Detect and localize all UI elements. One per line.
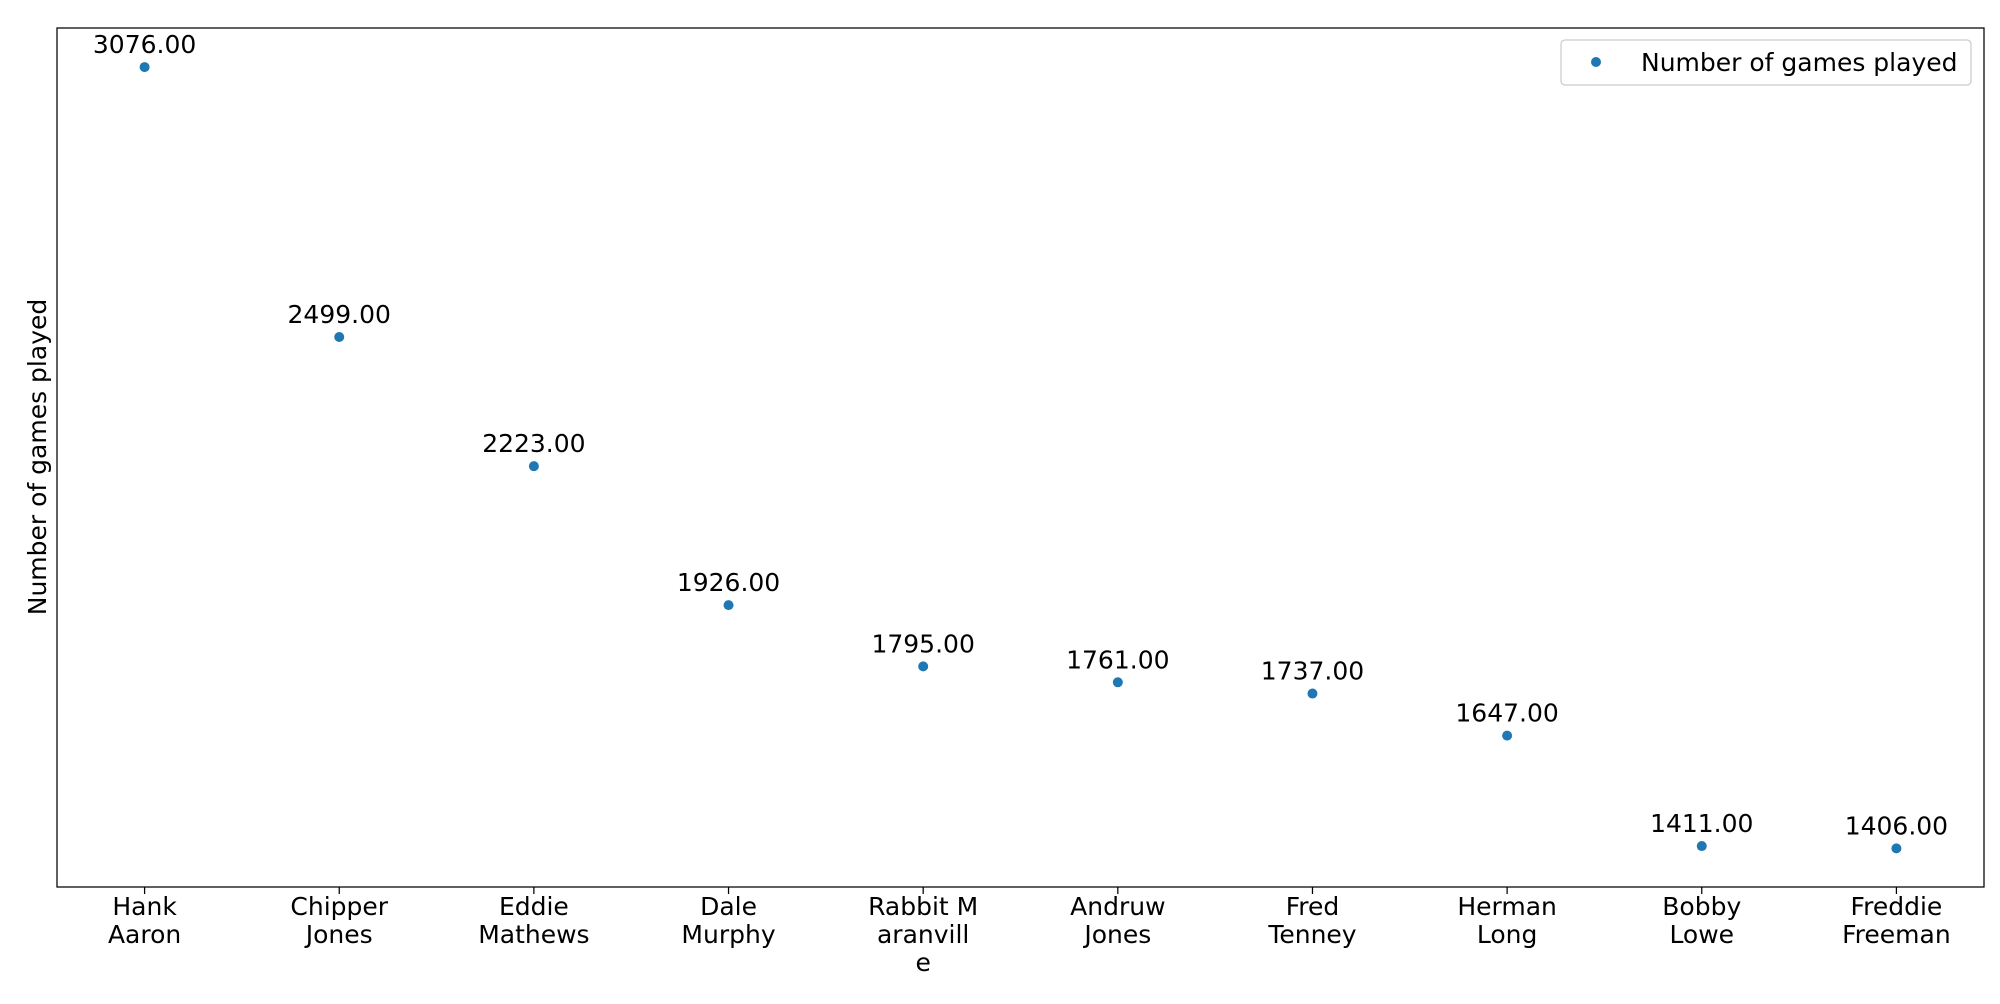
data-point — [723, 600, 734, 611]
x-tick-label: Chipper Jones — [290, 892, 388, 949]
data-point — [918, 661, 929, 672]
data-label: 1795.00 — [871, 629, 974, 658]
x-tick-label: Dale Murphy — [681, 892, 775, 949]
x-tick-label: Bobby Lowe — [1662, 892, 1741, 949]
plot-area-frame — [56, 27, 1985, 888]
x-tick-label: Freddie Freeman — [1842, 892, 1951, 949]
legend-box — [1560, 39, 1972, 86]
data-point — [1502, 730, 1513, 741]
data-point — [528, 461, 539, 472]
y-axis-label: Number of games played — [23, 299, 52, 616]
data-labels-layer: 3076.00 2499.00 2223.00 1926.00 1795.00 1761.… — [93, 30, 1948, 840]
x-tick-layer: Hank Aaron Chipper Jones Eddie Mathews Dale Mur… — [108, 887, 1951, 977]
data-label: 1761.00 — [1066, 645, 1169, 674]
x-tick-label: Eddie Mathews — [478, 892, 589, 949]
data-label: 1926.00 — [677, 568, 780, 597]
data-point — [1112, 677, 1123, 688]
data-label: 1411.00 — [1650, 809, 1753, 838]
x-tick-label: Andruw Jones — [1070, 892, 1165, 949]
x-tick-label: Herman Long — [1457, 892, 1557, 949]
data-label: 3076.00 — [93, 30, 196, 59]
x-tick-label: Hank Aaron — [108, 892, 181, 949]
data-point — [139, 62, 150, 73]
data-label: 1647.00 — [1455, 699, 1558, 728]
data-point — [1307, 688, 1318, 699]
data-point — [334, 332, 345, 343]
legend-label: Number of games played — [1641, 48, 1958, 77]
data-point — [1891, 843, 1902, 854]
data-label: 1406.00 — [1845, 811, 1948, 840]
data-point — [1696, 841, 1707, 852]
data-label: 1737.00 — [1261, 657, 1364, 686]
legend: Number of games played — [1560, 39, 1972, 86]
data-points-layer — [139, 62, 1902, 854]
data-label: 2223.00 — [482, 429, 585, 458]
x-tick-label: Fred Tenney — [1267, 892, 1356, 949]
legend-marker — [1591, 57, 1601, 67]
data-label: 2499.00 — [288, 300, 391, 329]
